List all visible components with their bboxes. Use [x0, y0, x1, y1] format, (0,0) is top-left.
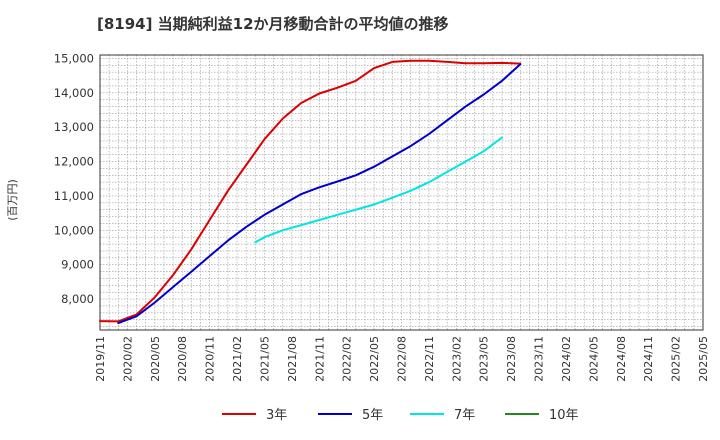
legend-label-7年: 7年 — [454, 408, 475, 423]
x-tick-label: 2023/11 — [533, 336, 546, 382]
x-tick-label: 2021/02 — [231, 336, 244, 382]
x-tick-label: 2022/05 — [368, 336, 381, 382]
y-tick-label: 14,000 — [54, 86, 94, 100]
x-tick-label: 2024/11 — [642, 336, 655, 382]
x-tick-label: 2022/02 — [341, 336, 354, 382]
x-tick-label: 2024/08 — [615, 336, 628, 382]
grid — [100, 55, 703, 330]
x-tick-label: 2019/11 — [94, 336, 107, 382]
x-tick-label: 2021/05 — [258, 336, 271, 382]
x-tick-label: 2020/11 — [204, 336, 217, 382]
x-tick-label: 2021/11 — [313, 336, 326, 382]
legend-label-3年: 3年 — [266, 408, 287, 423]
x-tick-label: 2022/11 — [423, 336, 436, 382]
legend-label-10年: 10年 — [549, 408, 579, 423]
y-tick-label: 11,000 — [54, 189, 94, 203]
legend: 3年 5年 7年 10年 — [222, 408, 579, 423]
series-layer — [99, 59, 522, 325]
y-axis-ticks: 8,000 9,000 10,000 11,000 12,000 13,000 14,000… — [54, 51, 94, 306]
plot-frame — [99, 54, 704, 331]
x-tick-label: 2020/02 — [121, 336, 134, 382]
series-line-5年 — [117, 63, 522, 325]
x-tick-label: 2024/02 — [560, 336, 573, 382]
chart-title: [8194] 当期純利益12か月移動合計の平均値の推移 — [97, 15, 449, 33]
x-tick-label: 2021/08 — [286, 336, 299, 382]
x-tick-label: 2025/02 — [670, 336, 683, 382]
x-axis-ticks: 2019/11 2020/02 2020/05 2020/08 2020/11 2021/… — [94, 336, 710, 382]
y-tick-label: 8,000 — [61, 292, 94, 306]
y-tick-label: 15,000 — [54, 51, 94, 65]
x-tick-label: 2024/05 — [587, 336, 600, 382]
series-line-3年 — [99, 59, 522, 323]
x-tick-label: 2023/08 — [505, 336, 518, 382]
y-tick-label: 10,000 — [54, 223, 94, 237]
x-tick-label: 2025/05 — [697, 336, 710, 382]
x-tick-label: 2022/08 — [396, 336, 409, 382]
legend-label-5年: 5年 — [362, 408, 383, 423]
x-tick-label: 2023/02 — [450, 336, 463, 382]
y-tick-label: 12,000 — [54, 155, 94, 169]
x-tick-label: 2020/05 — [149, 336, 162, 382]
y-tick-label: 9,000 — [61, 258, 94, 272]
y-tick-label: 13,000 — [54, 120, 94, 134]
series-line-7年 — [254, 136, 503, 244]
x-tick-label: 2020/08 — [176, 336, 189, 382]
x-tick-label: 2023/05 — [478, 336, 491, 382]
y-axis-label: (百万円) — [6, 179, 19, 221]
